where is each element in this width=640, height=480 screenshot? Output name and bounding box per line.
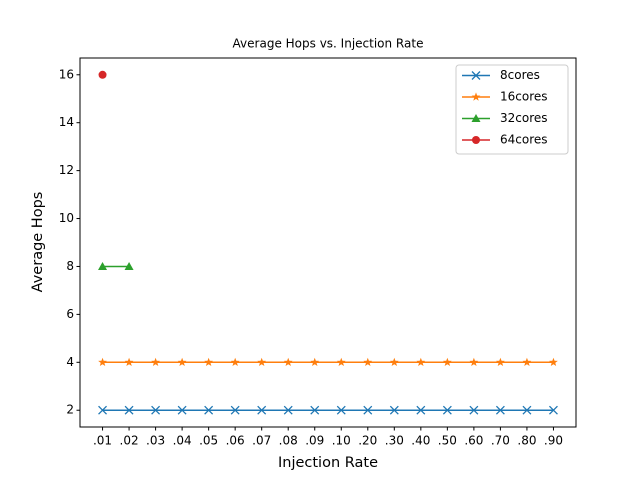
marker (98, 70, 107, 79)
x-tick-label: .60 (464, 434, 483, 448)
marker (522, 405, 532, 415)
x-axis-label: Injection Rate (278, 455, 378, 471)
x-tick-label: .02 (120, 434, 139, 448)
x-tick-label: .50 (438, 434, 457, 448)
marker (124, 405, 134, 415)
marker (124, 357, 134, 367)
y-tick-label: 10 (59, 211, 74, 225)
marker (548, 405, 558, 415)
x-tick-label: .90 (544, 434, 563, 448)
marker (124, 261, 134, 270)
marker (310, 357, 320, 367)
x-tick-label: .04 (173, 434, 192, 448)
chart-title: Average Hops vs. Injection Rate (233, 37, 424, 51)
y-tick-label: 14 (59, 115, 74, 129)
marker (363, 357, 373, 367)
marker (283, 357, 293, 367)
marker (471, 71, 481, 80)
x-tick-label: .01 (93, 434, 112, 448)
marker (416, 357, 426, 367)
marker (549, 357, 558, 367)
marker (442, 405, 452, 415)
legend-label: 8cores (500, 68, 540, 82)
x-tick-label: .20 (358, 434, 377, 448)
marker (389, 357, 399, 367)
marker (522, 357, 532, 367)
marker (472, 136, 480, 144)
marker (495, 405, 505, 415)
x-tick-label: .40 (411, 434, 430, 448)
marker (496, 357, 505, 367)
marker (363, 405, 373, 415)
legend-label: 64cores (500, 133, 548, 147)
x-tick-label: .80 (517, 434, 536, 448)
y-tick-label: 6 (66, 307, 74, 321)
y-tick-label: 16 (59, 67, 74, 81)
marker (98, 405, 108, 415)
x-tick-label: .10 (332, 434, 351, 448)
marker (204, 405, 214, 415)
marker (442, 357, 452, 367)
y-tick-label: 12 (59, 163, 74, 177)
legend-label: 32cores (500, 111, 548, 125)
marker (151, 405, 161, 415)
marker (98, 357, 107, 367)
plot-frame (79, 57, 577, 428)
legend-label: 16cores (500, 90, 548, 104)
x-tick-label: .06 (226, 434, 245, 448)
x-tick-label: .05 (199, 434, 218, 448)
x-tick-label: .08 (279, 434, 298, 448)
marker (177, 405, 187, 415)
legend: 8cores 16cores 32cores 64cores (455, 64, 569, 155)
marker (257, 405, 267, 415)
marker (230, 357, 240, 367)
marker (469, 357, 479, 367)
x-tick-label: .30 (385, 434, 404, 448)
x-tick-label: .70 (491, 434, 510, 448)
marker (471, 92, 481, 101)
y-tick-label: 2 (66, 403, 74, 417)
marker (204, 357, 214, 367)
legend-box (455, 64, 569, 155)
marker (310, 405, 320, 415)
y-axis-label: Average Hops (30, 192, 46, 293)
x-tick-label: .07 (252, 434, 271, 448)
marker (469, 405, 479, 415)
marker (336, 405, 346, 415)
marker (471, 114, 481, 122)
marker (151, 357, 160, 367)
y-tick-label: 8 (66, 259, 74, 273)
marker (257, 357, 267, 367)
marker (98, 261, 108, 270)
marker (336, 357, 346, 367)
y-tick-label: 4 (66, 355, 74, 369)
marker (230, 405, 240, 415)
x-tick-label: .09 (305, 434, 324, 448)
marker (283, 405, 293, 415)
marker (389, 405, 399, 415)
x-tick-label: .03 (146, 434, 165, 448)
marker (416, 405, 426, 415)
marker (177, 357, 187, 367)
